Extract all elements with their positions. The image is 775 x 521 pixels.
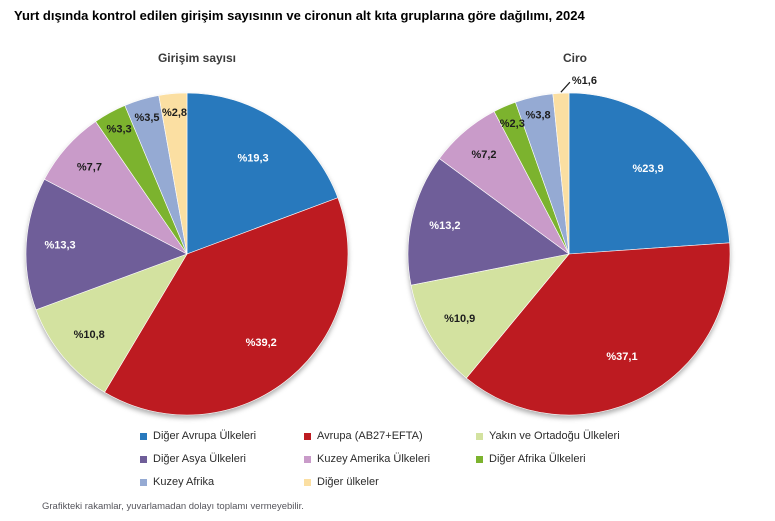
figure-title: Yurt dışında kontrol edilen girişim sayı…	[14, 8, 585, 23]
pie-slice-label: %3,8	[526, 110, 551, 122]
legend-swatch	[140, 433, 147, 440]
legend-swatch	[304, 433, 311, 440]
pie-slice-label: %7,7	[77, 161, 102, 173]
legend-swatch	[304, 479, 311, 486]
legend-label: Diğer Afrika Ülkeleri	[489, 453, 586, 465]
legend-swatch	[476, 433, 483, 440]
pie-slice-label: %1,6	[572, 75, 597, 87]
pie-slice-label: %10,8	[74, 329, 105, 341]
legend-item: Diğer Avrupa Ülkeleri	[140, 430, 304, 443]
pie-slice	[25, 178, 188, 311]
legend-item: Diğer Asya Ülkeleri	[140, 453, 304, 466]
pie-slice-label: %3,3	[107, 124, 132, 136]
pie-slice	[568, 92, 730, 255]
footnote: Grafikteki rakamlar, yuvarlamadan dolayı…	[42, 501, 304, 512]
chart-legend: Diğer Avrupa Ülkeleri Avrupa (AB27+EFTA) Y…	[140, 430, 620, 489]
pie-slice	[186, 92, 339, 255]
legend-swatch	[304, 456, 311, 463]
legend-label: Kuzey Afrika	[153, 476, 215, 488]
pie-slice-label: %2,3	[500, 118, 525, 130]
pie-slice-label: %13,2	[429, 220, 460, 232]
legend-label: Avrupa (AB27+EFTA)	[317, 430, 423, 442]
legend-swatch	[476, 456, 483, 463]
pie-title-girisim-sayisi: Girişim sayısı	[157, 51, 237, 65]
pie-slice-label: %39,2	[246, 337, 277, 349]
pie-chart-ciro: %23,9 %37,1 %10,9 %13,2 %7,2 %2,3%3,8 %1,6	[407, 75, 731, 416]
legend-item: Kuzey Afrika	[140, 476, 304, 489]
legend-item: Diğer Afrika Ülkeleri	[476, 453, 620, 466]
legend-swatch	[140, 456, 147, 463]
pie-chart-girisim-sayisi: %19,3 %39,2 %10,8 %13,3 %7,7 %3,3%3,5 %2,8	[25, 92, 349, 416]
legend-label: Diğer Avrupa Ülkeleri	[153, 430, 257, 442]
pie-title-ciro: Ciro	[563, 51, 587, 65]
pie-slice	[410, 253, 570, 379]
pie-slice-label: %19,3	[237, 153, 268, 165]
pie-slice	[552, 92, 570, 255]
pie-slice-label: %10,9	[444, 313, 475, 325]
pie-slice-label: %37,1	[606, 351, 637, 363]
pie-slice	[104, 197, 349, 416]
legend-swatch	[140, 479, 147, 486]
legend-item: Yakın ve Ortadoğu Ülkeleri	[476, 430, 620, 443]
legend-item: Avrupa (AB27+EFTA)	[304, 430, 476, 443]
legend-label: Diğer Asya Ülkeleri	[153, 453, 246, 465]
pie-slice	[35, 253, 188, 393]
legend-item: Diğer ülkeler	[304, 476, 476, 489]
pie-slice	[407, 158, 570, 286]
pie-label-leader-line	[560, 81, 571, 93]
pie-slice	[465, 242, 731, 416]
legend-item: Kuzey Amerika Ülkeleri	[304, 453, 476, 466]
pie-slice-label: %23,9	[632, 163, 663, 175]
pie-slice-label: %7,2	[471, 149, 496, 161]
pie-slice-label: %3,5	[134, 112, 159, 124]
pie-slice-label: %2,8	[162, 107, 187, 119]
legend-label: Kuzey Amerika Ülkeleri	[317, 453, 431, 465]
legend-label: Yakın ve Ortadoğu Ülkeleri	[489, 430, 620, 442]
legend-label: Diğer ülkeler	[317, 476, 379, 488]
pie-slice	[158, 92, 188, 255]
pie-slice-label: %13,3	[44, 240, 75, 252]
